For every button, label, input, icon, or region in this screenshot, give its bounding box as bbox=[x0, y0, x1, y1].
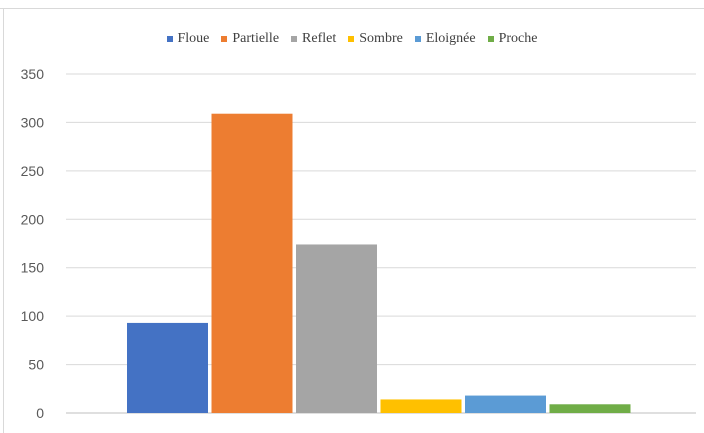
legend-label: Partielle bbox=[232, 31, 280, 46]
legend-label: Eloignée bbox=[425, 31, 476, 46]
legend-item: Eloignée bbox=[414, 31, 476, 47]
y-tick-label: 250 bbox=[21, 163, 45, 179]
legend-item: Proche bbox=[487, 31, 538, 47]
legend: Floue Partielle Reflet Sombre Eloignée Proche bbox=[0, 28, 704, 50]
y-tick-label: 100 bbox=[21, 308, 45, 324]
legend-item: Partielle bbox=[221, 31, 279, 47]
bar-reflet bbox=[296, 244, 377, 413]
y-tick-label: 150 bbox=[21, 260, 45, 276]
y-tick-label: 200 bbox=[21, 211, 45, 227]
legend-item: Sombre bbox=[348, 31, 403, 47]
y-tick-label: 300 bbox=[21, 114, 45, 130]
bar-floue bbox=[127, 322, 208, 413]
bar-partielle bbox=[211, 113, 293, 413]
bar-sombre bbox=[380, 399, 462, 413]
chart-frame-top-edge bbox=[0, 8, 704, 9]
y-tick-label: 50 bbox=[28, 357, 44, 373]
chart-frame-left-edge bbox=[3, 8, 4, 433]
y-tick-label: 0 bbox=[36, 405, 44, 421]
y-tick-label: 350 bbox=[21, 66, 45, 82]
bar-eloignee bbox=[465, 395, 546, 413]
legend-swatch bbox=[487, 36, 494, 42]
legend-swatch bbox=[166, 36, 173, 42]
legend-swatch bbox=[348, 36, 355, 42]
legend-label: Sombre bbox=[359, 31, 403, 46]
legend-label: Reflet bbox=[302, 31, 337, 46]
legend-swatch bbox=[291, 36, 298, 42]
legend-swatch bbox=[414, 36, 421, 42]
legend-swatch bbox=[221, 36, 228, 42]
bar-proche bbox=[549, 404, 631, 413]
legend-label: Proche bbox=[498, 31, 538, 46]
legend-label: Floue bbox=[177, 31, 210, 46]
legend-item: Floue bbox=[166, 31, 210, 47]
legend-item: Reflet bbox=[291, 31, 336, 47]
